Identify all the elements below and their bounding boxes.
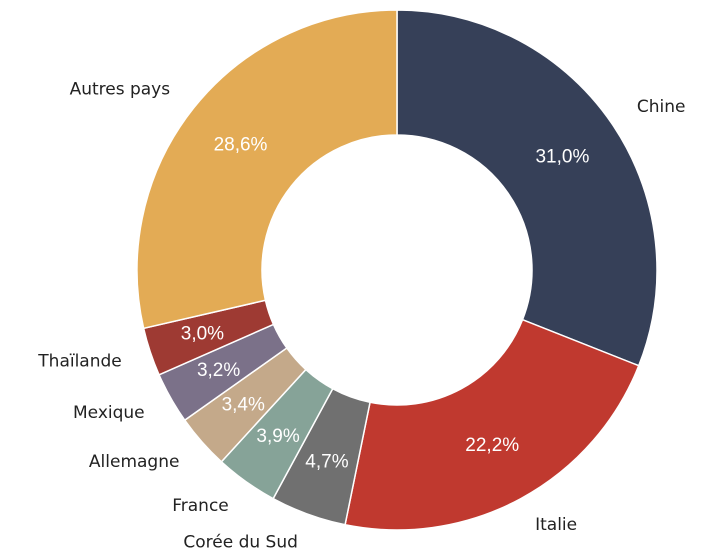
value-label: 3,9% bbox=[256, 426, 299, 447]
value-label: 28,6% bbox=[214, 134, 268, 155]
category-label: Allemagne bbox=[89, 452, 180, 472]
category-label: Italie bbox=[535, 515, 577, 535]
category-label: Corée du Sud bbox=[183, 533, 298, 553]
category-label: Autres pays bbox=[70, 79, 171, 99]
value-label: 3,0% bbox=[181, 324, 224, 345]
category-label: Chine bbox=[637, 97, 686, 117]
value-label: 22,2% bbox=[465, 435, 519, 456]
category-label: Mexique bbox=[73, 403, 145, 423]
slice bbox=[344, 318, 640, 531]
slice bbox=[396, 9, 658, 367]
category-label: France bbox=[172, 496, 229, 516]
value-label: 4,7% bbox=[305, 452, 348, 473]
category-label: Thaïlande bbox=[37, 351, 121, 371]
value-label: 3,4% bbox=[222, 395, 265, 416]
slice bbox=[136, 9, 398, 330]
value-label: 3,2% bbox=[197, 360, 240, 381]
value-label: 31,0% bbox=[535, 147, 589, 168]
